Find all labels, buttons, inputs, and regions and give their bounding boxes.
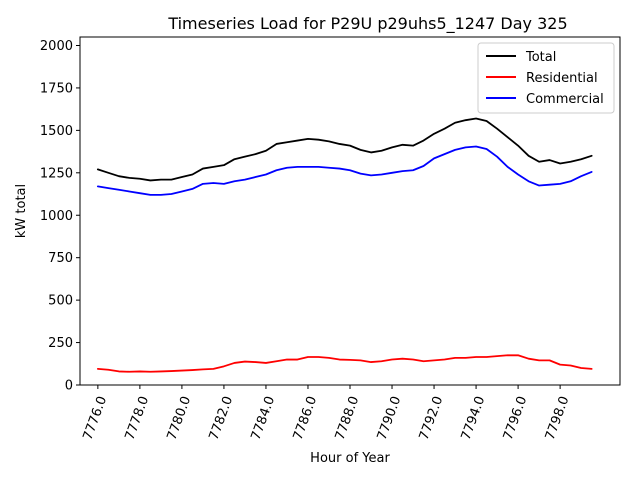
y-tick-label: 500 xyxy=(48,294,73,309)
y-tick-label: 750 xyxy=(48,251,73,266)
legend-label-commercial: Commercial xyxy=(526,92,604,107)
legend-label-residential: Residential xyxy=(526,71,598,86)
series-line-commercial xyxy=(96,145,593,196)
y-tick-label: 2000 xyxy=(40,39,73,54)
y-tick-label: 0 xyxy=(65,379,73,394)
series-line-residential xyxy=(96,354,593,373)
y-axis-label: kW total xyxy=(14,184,29,238)
series-line-total xyxy=(96,117,593,182)
legend-frame xyxy=(477,42,615,114)
plot-series-layer xyxy=(96,117,593,373)
legend: Total Residential Commercial xyxy=(477,42,615,114)
y-tick-label: 1000 xyxy=(40,209,73,224)
y-tick-label: 1750 xyxy=(40,81,73,96)
y-tick-label: 250 xyxy=(48,336,73,351)
y-tick-label: 1250 xyxy=(40,166,73,181)
y-tick-label: 1500 xyxy=(40,124,73,139)
chart-title: Timeseries Load for P29U p29uhs5_1247 Da… xyxy=(167,14,567,34)
legend-label-total: Total xyxy=(525,50,556,65)
y-axis: 0 250 500 750 1000 1250 1500 1750 2000 xyxy=(40,39,80,394)
x-axis-label: Hour of Year xyxy=(310,451,390,466)
